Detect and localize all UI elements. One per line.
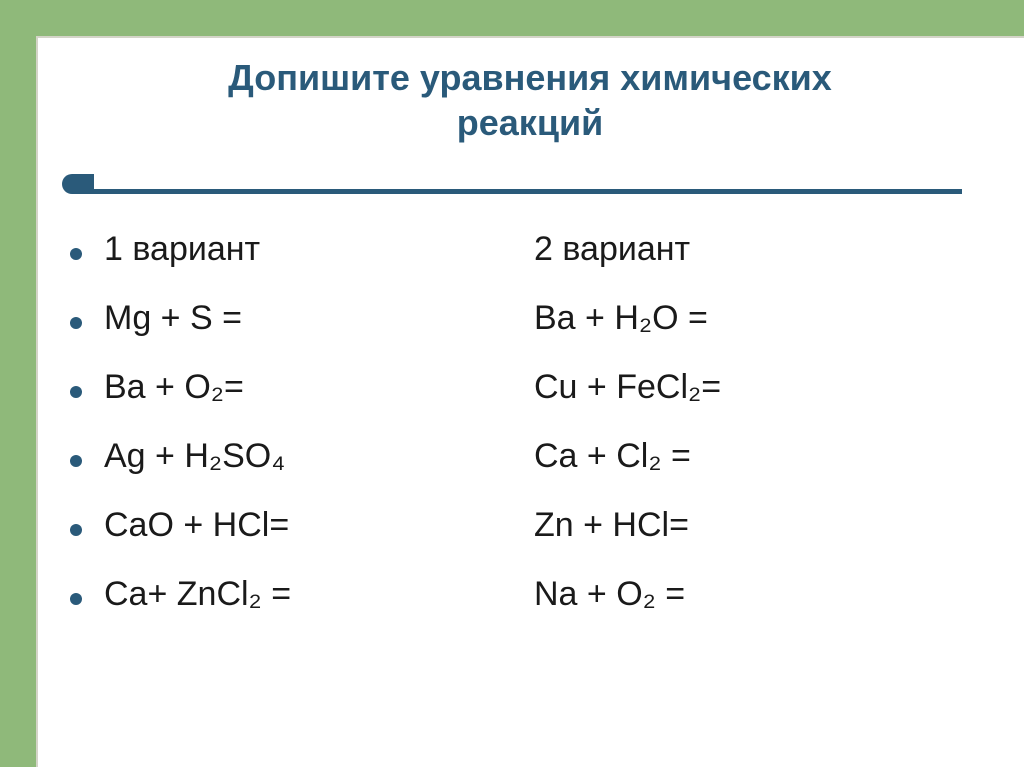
divider-line [90, 174, 962, 194]
cell-right: 2 вариант [534, 230, 690, 269]
bullet-icon [70, 248, 82, 260]
cell-right: Ba + H₂O = [534, 299, 708, 338]
cell-left: CaO + HCl= [104, 506, 534, 545]
list-item: CaO + HCl= Zn + HCl= [70, 506, 950, 545]
list-item: 1 вариант 2 вариант [70, 230, 950, 269]
cell-left: Ca+ ZnCl₂ = [104, 575, 534, 614]
title-wrap: Допишите уравнения химических реакций [170, 55, 890, 145]
bullet-icon [70, 455, 82, 467]
divider-bar [62, 172, 962, 194]
bullet-icon [70, 317, 82, 329]
cell-left: Ag + H₂SO₄ [104, 437, 534, 476]
list-item: Ba + O₂= Cu + FeCl₂= [70, 368, 950, 407]
bullet-icon [70, 386, 82, 398]
bullet-icon [70, 593, 82, 605]
list-item: Ca+ ZnCl₂ = Na + O₂ = [70, 575, 950, 614]
cell-left: Ba + O₂= [104, 368, 534, 407]
left-band [0, 0, 36, 767]
cell-right: Ca + Cl₂ = [534, 437, 691, 476]
cell-right: Cu + FeCl₂= [534, 368, 721, 407]
bullet-icon [70, 524, 82, 536]
list-item: Mg + S = Ba + H₂O = [70, 299, 950, 338]
cell-right: Na + O₂ = [534, 575, 685, 614]
list-item: Ag + H₂SO₄ Ca + Cl₂ = [70, 437, 950, 476]
top-band [0, 0, 1024, 36]
cell-left: 1 вариант [104, 230, 534, 269]
page-title: Допишите уравнения химических реакций [170, 55, 890, 145]
cell-right: Zn + HCl= [534, 506, 689, 545]
content-list: 1 вариант 2 вариант Mg + S = Ba + H₂O = … [70, 230, 950, 644]
cell-left: Mg + S = [104, 299, 534, 338]
